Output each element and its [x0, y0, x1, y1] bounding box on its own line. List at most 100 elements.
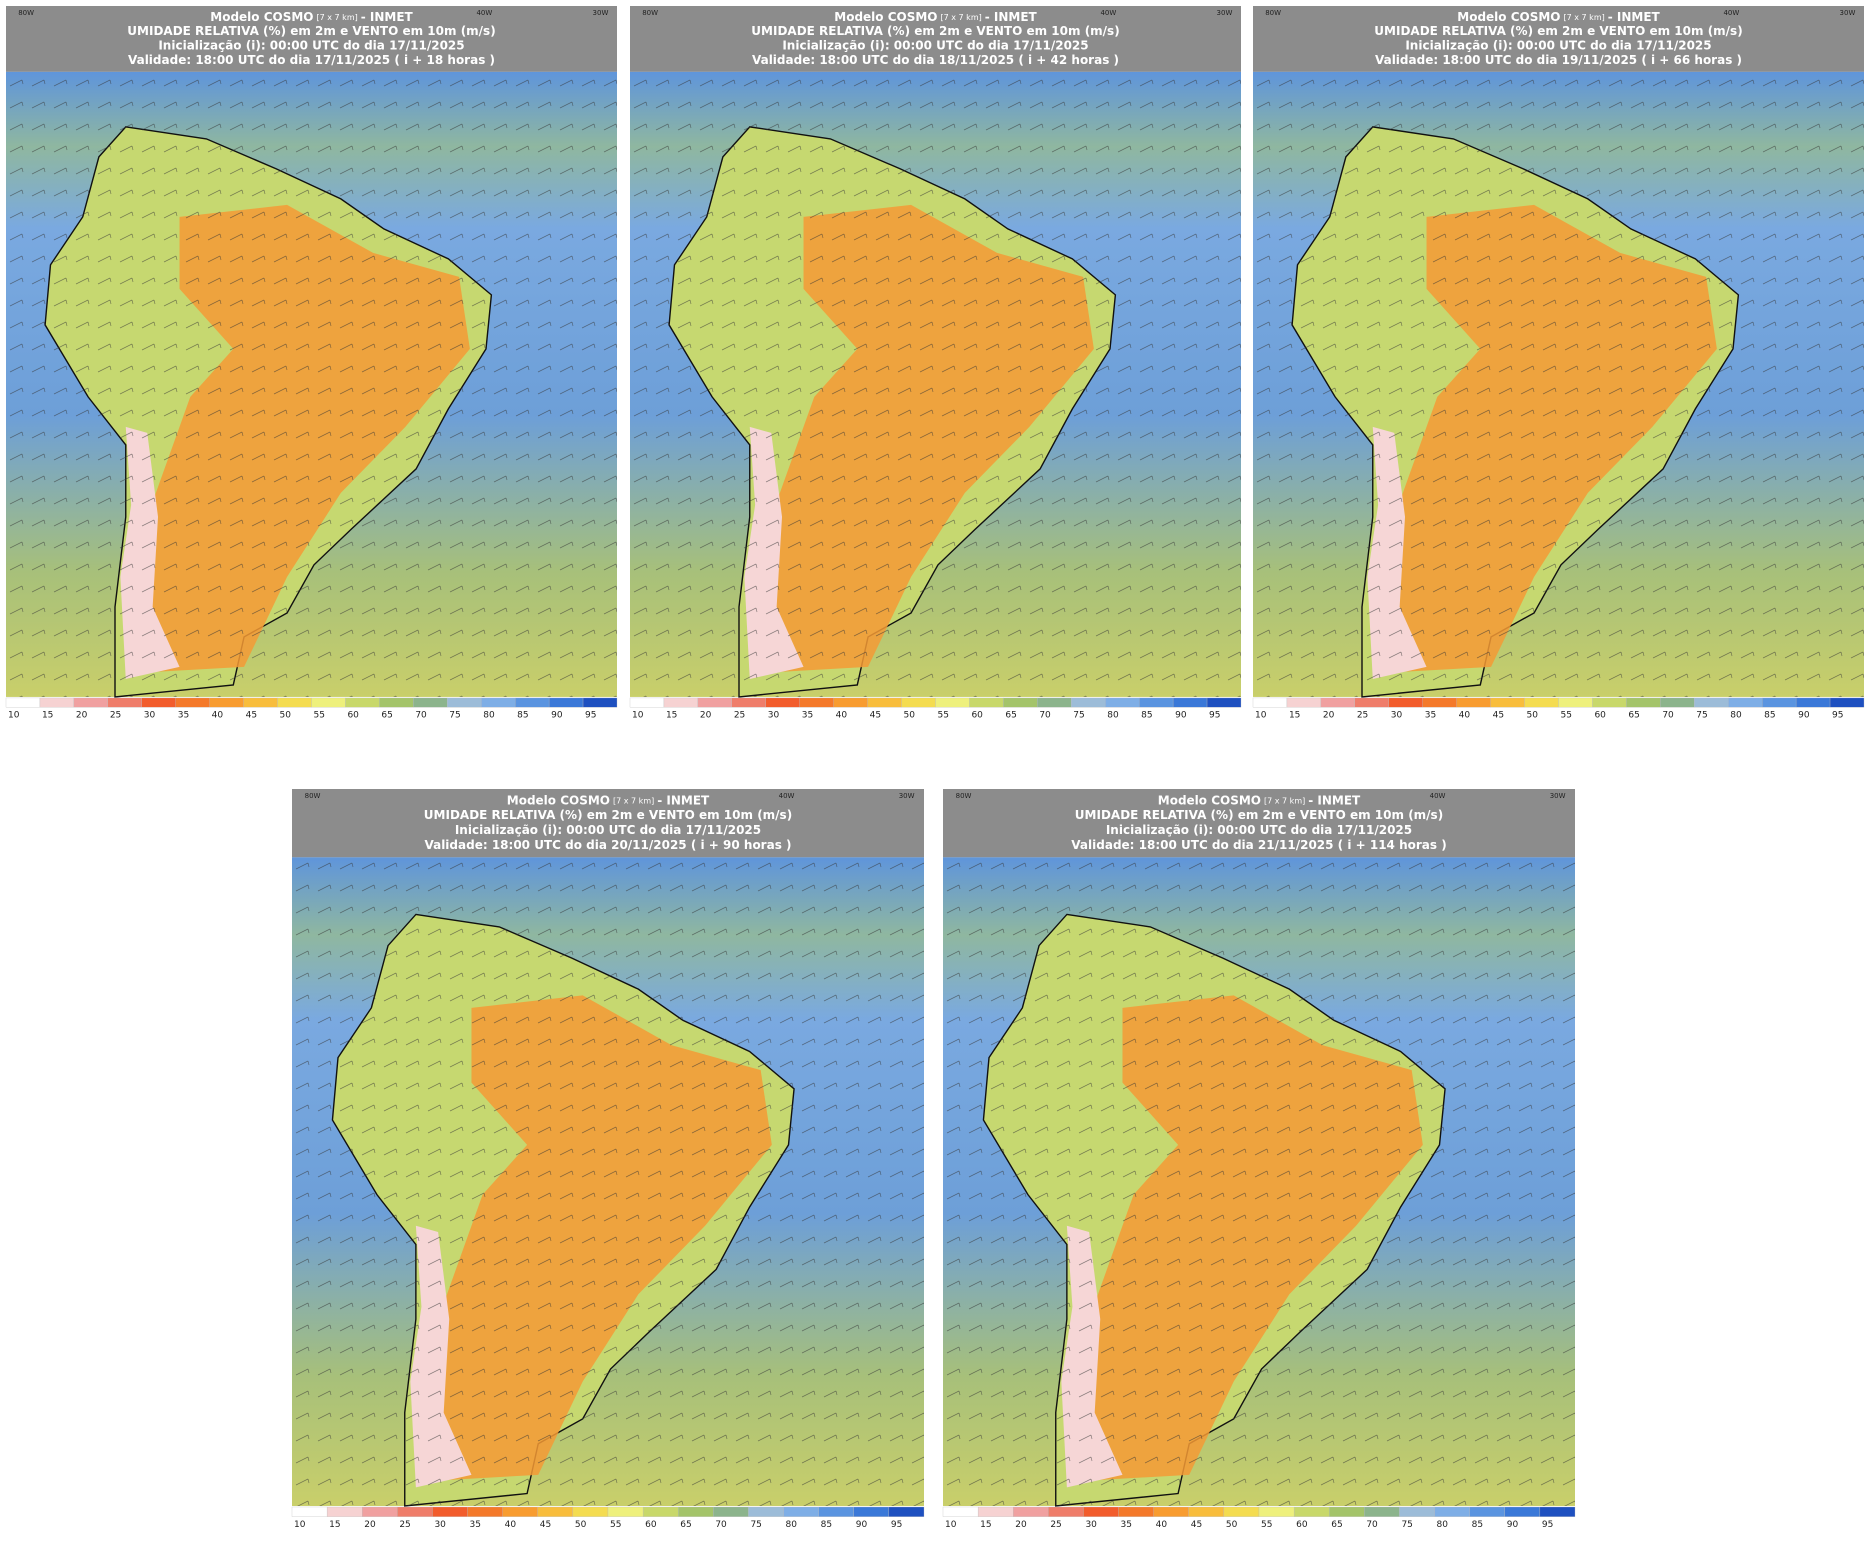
colorbar-label: 35: [1425, 710, 1436, 720]
colorbar-swatch: [1118, 1506, 1154, 1517]
colorbar-label: 20: [76, 710, 88, 720]
lon-label: 40W: [1723, 9, 1739, 17]
colorbar-swatch: [515, 697, 550, 708]
colorbar-label: 15: [980, 1520, 991, 1530]
colorbar-label: 35: [470, 1520, 481, 1530]
colorbar-swatch: [432, 1506, 468, 1517]
colorbar-label: 70: [715, 1520, 727, 1530]
colorbar-label: 20: [1323, 710, 1335, 720]
model-name: Modelo COSMO: [1158, 793, 1261, 807]
lon-label: 80W: [1265, 9, 1281, 17]
map-panel: 80W 40W 30W Modelo COSMO [7 x 7 km] - INMETUM…: [630, 6, 1241, 720]
colorbar-label: 60: [1594, 710, 1606, 720]
colorbar-label: 10: [294, 1520, 306, 1530]
colorbar-label: 65: [680, 1520, 691, 1530]
colorbar-swatch: [1139, 697, 1174, 708]
colorbar-label: 40: [212, 710, 224, 720]
colorbar-label: 15: [1289, 710, 1300, 720]
lon-label: 80W: [956, 792, 972, 800]
colorbar-swatch: [713, 1506, 749, 1517]
colorbar-label: 95: [1832, 710, 1843, 720]
model-resolution: [7 x 7 km]: [941, 13, 982, 22]
colorbar-label: 60: [971, 710, 983, 720]
variable-title: UMIDADE RELATIVA (%) em 2m e VENTO em 10…: [424, 808, 792, 822]
colorbar-swatch: [1795, 697, 1831, 708]
lon-label: 30W: [1840, 9, 1856, 17]
colorbar-label: 80: [1107, 710, 1119, 720]
colorbar-label: 60: [347, 710, 359, 720]
colorbar-swatch: [1003, 697, 1038, 708]
colorbar-label: 95: [1209, 710, 1220, 720]
colorbar-swatch: [765, 697, 800, 708]
colorbar-label: 20: [1015, 1520, 1027, 1530]
colorbar-swatch: [481, 697, 516, 708]
colorbar-label: 10: [8, 710, 20, 720]
validity: Validade: 18:00 UTC do dia 20/11/2025 ( …: [424, 838, 791, 852]
colorbar-swatch: [1660, 697, 1695, 708]
colorbar-label: 30: [1085, 1520, 1097, 1530]
colorbar-swatch: [642, 1506, 679, 1517]
colorbar-swatch: [1013, 1506, 1049, 1517]
colorbar-swatch: [1252, 697, 1288, 708]
colorbar-label: 75: [449, 710, 460, 720]
colorbar-swatch: [1188, 1506, 1225, 1517]
colorbar-label: 95: [891, 1520, 902, 1530]
colorbar-label: 90: [1798, 710, 1810, 720]
colorbar-swatch: [607, 1506, 644, 1517]
validity: Validade: 18:00 UTC do dia 19/11/2025 ( …: [1375, 53, 1742, 67]
colorbar-swatch: [1329, 1506, 1365, 1517]
lon-label: 30W: [593, 9, 609, 17]
colorbar-swatch: [548, 697, 584, 708]
colorbar-swatch: [73, 697, 108, 708]
colorbar-label: 35: [802, 710, 813, 720]
colorbar-label: 40: [505, 1520, 517, 1530]
colorbar-swatch: [853, 1506, 890, 1517]
model-name: Modelo COSMO: [1457, 10, 1560, 24]
colorbar-swatch: [1762, 697, 1797, 708]
colorbar-label: 50: [280, 710, 292, 720]
colorbar-label: 90: [551, 710, 563, 720]
colorbar-label: 60: [1296, 1520, 1308, 1530]
colorbar-label: 25: [1357, 710, 1368, 720]
colorbar-swatch: [1083, 1506, 1119, 1517]
colorbar-label: 50: [1527, 710, 1539, 720]
model-resolution: [7 x 7 km]: [613, 796, 654, 805]
header-bar: [943, 789, 1575, 858]
initialization: Inicialização (i): 00:00 UTC do dia 17/1…: [455, 823, 761, 837]
colorbar-label: 80: [483, 710, 495, 720]
colorbar-label: 80: [786, 1520, 798, 1530]
colorbar-swatch: [678, 1506, 714, 1517]
colorbar-label: 90: [856, 1520, 868, 1530]
colorbar-label: 10: [632, 710, 644, 720]
colorbar-swatch: [1354, 697, 1389, 708]
header-bar: [292, 789, 924, 858]
initialization: Inicialização (i): 00:00 UTC do dia 17/1…: [1106, 823, 1412, 837]
variable-title: UMIDADE RELATIVA (%) em 2m e VENTO em 10…: [1075, 808, 1443, 822]
initialization: Inicialização (i): 00:00 UTC do dia 17/1…: [782, 39, 1088, 53]
model-resolution: [7 x 7 km]: [1264, 796, 1305, 805]
lon-label: 30W: [899, 792, 915, 800]
model-source: - INMET: [1608, 10, 1661, 24]
model-title: Modelo COSMO [7 x 7 km] - INMET: [210, 10, 413, 24]
colorbar-swatch: [1524, 697, 1559, 708]
colorbar-label: 15: [42, 710, 53, 720]
colorbar-label: 55: [610, 1520, 621, 1530]
colorbar-swatch: [833, 697, 868, 708]
colorbar-swatch: [901, 697, 936, 708]
colorbar-swatch: [783, 1506, 819, 1517]
colorbar-swatch: [942, 1506, 979, 1517]
colorbar-label: 35: [178, 710, 189, 720]
lon-label: 40W: [779, 792, 795, 800]
model-name: Modelo COSMO: [210, 10, 313, 24]
wind-barbs: [943, 857, 1575, 1506]
colorbar-swatch: [397, 1506, 433, 1517]
model-source: - INMET: [361, 10, 414, 24]
colorbar-swatch: [818, 1506, 854, 1517]
model-title: Modelo COSMO [7 x 7 km] - INMET: [507, 793, 710, 807]
colorbar-swatch: [888, 1506, 925, 1517]
wind-barbs: [6, 71, 617, 697]
colorbar-swatch: [629, 697, 665, 708]
model-source: - INMET: [1308, 793, 1361, 807]
variable-title: UMIDADE RELATIVA (%) em 2m e VENTO em 10…: [751, 24, 1119, 38]
